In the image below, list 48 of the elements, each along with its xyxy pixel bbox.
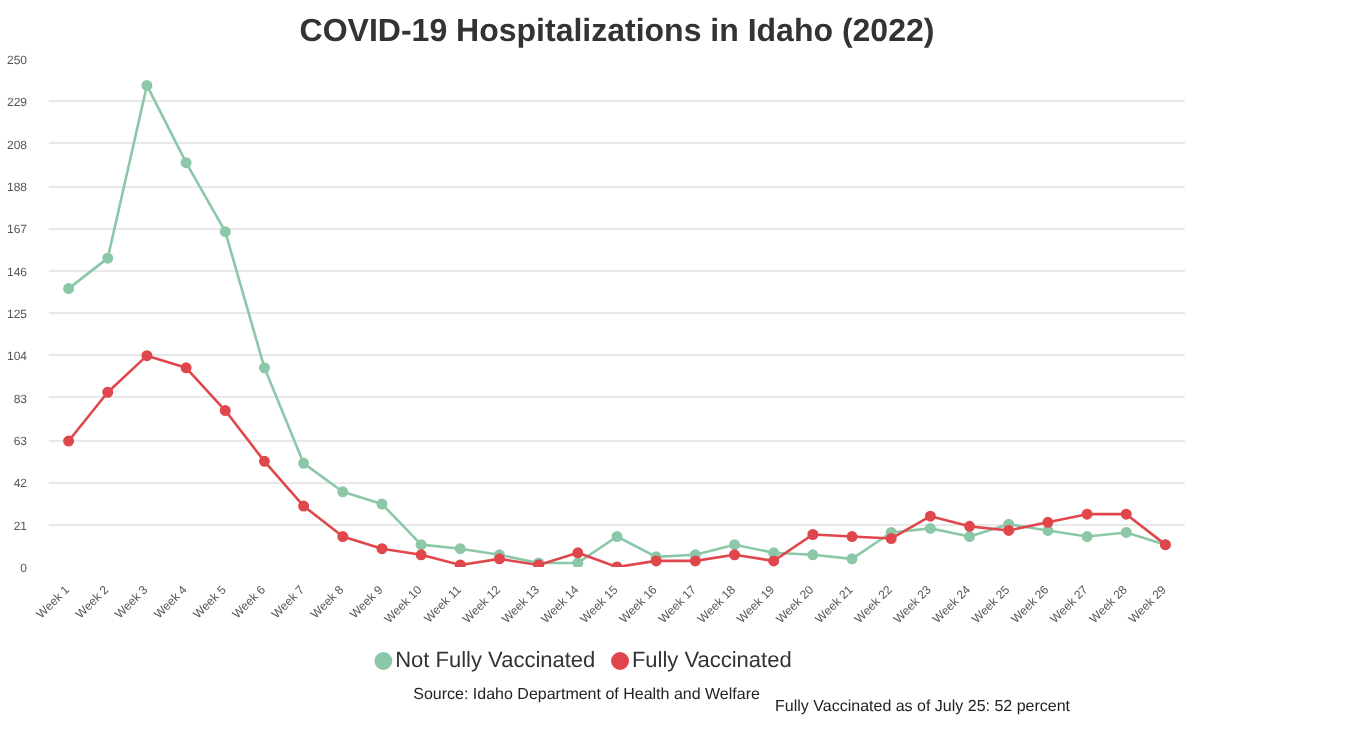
point xyxy=(298,457,310,469)
chart-title: COVID-19 Hospitalizations in Idaho (2022) xyxy=(299,15,935,49)
point xyxy=(415,539,427,551)
point xyxy=(885,533,897,545)
point xyxy=(1081,508,1093,520)
point xyxy=(1120,508,1132,520)
point xyxy=(964,520,976,532)
point xyxy=(298,500,310,512)
point xyxy=(924,522,936,534)
point xyxy=(337,486,349,498)
point xyxy=(415,549,427,561)
point xyxy=(729,549,741,561)
point xyxy=(1042,516,1054,528)
point xyxy=(846,553,858,565)
point xyxy=(807,529,819,540)
point xyxy=(219,226,231,238)
legend-label: Not Fully Vaccinated xyxy=(395,649,596,673)
point xyxy=(807,549,819,561)
point xyxy=(1120,526,1132,538)
point xyxy=(768,555,780,567)
point xyxy=(219,405,231,417)
point xyxy=(180,362,192,374)
point xyxy=(63,283,75,295)
point xyxy=(572,557,584,567)
text: Fully Vaccinated as of July 25: 52 percent xyxy=(775,697,1072,715)
point xyxy=(729,539,741,551)
point xyxy=(454,543,466,555)
point xyxy=(924,510,936,522)
point xyxy=(180,157,192,169)
point xyxy=(258,362,270,374)
point xyxy=(376,498,388,510)
point xyxy=(1003,524,1015,536)
source-note: Source: Idaho Department of Health and Welfare xyxy=(413,685,761,703)
point xyxy=(376,543,388,555)
legend-label: Fully Vaccinated xyxy=(631,649,792,673)
point xyxy=(141,350,153,362)
point xyxy=(102,252,114,264)
point xyxy=(964,531,976,543)
point xyxy=(1081,531,1093,543)
point xyxy=(141,79,153,91)
point xyxy=(611,531,623,543)
point xyxy=(689,555,701,567)
point xyxy=(337,531,349,543)
point xyxy=(258,455,270,467)
point xyxy=(102,386,114,398)
point xyxy=(63,435,75,447)
point xyxy=(846,531,858,543)
point xyxy=(572,547,584,559)
